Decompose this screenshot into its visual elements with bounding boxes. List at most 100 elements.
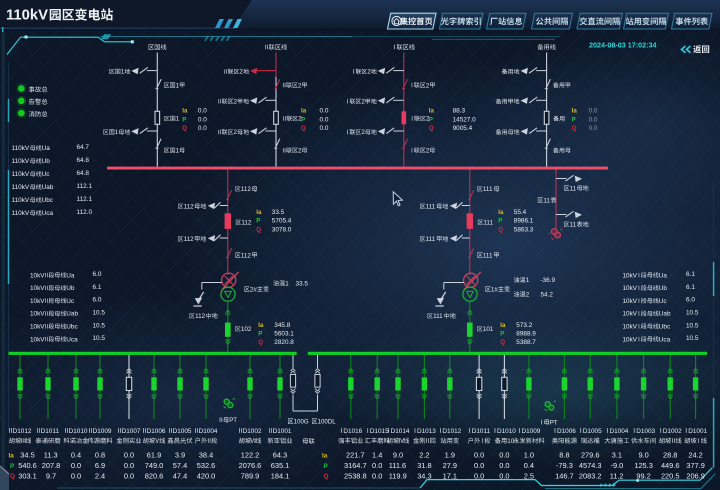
svg-text:38.4: 38.4 bbox=[199, 451, 213, 460]
svg-text:184.1: 184.1 bbox=[271, 471, 290, 480]
svg-text:D1010: D1010 bbox=[497, 428, 516, 435]
svg-text:112: 112 bbox=[184, 204, 195, 211]
svg-text:Ia: Ia bbox=[322, 452, 328, 459]
svg-text:125.3: 125.3 bbox=[634, 461, 653, 470]
svg-text:10.5: 10.5 bbox=[686, 310, 699, 317]
svg-text:6.0: 6.0 bbox=[93, 271, 102, 278]
svg-text:5863.3: 5863.3 bbox=[514, 226, 534, 233]
svg-text:122.2: 122.2 bbox=[241, 451, 259, 460]
svg-text:1: 1 bbox=[176, 82, 180, 89]
svg-text:P: P bbox=[301, 116, 305, 123]
svg-text:10.5: 10.5 bbox=[93, 322, 106, 329]
svg-text:D1013: D1013 bbox=[417, 428, 436, 435]
svg-text:0.8: 0.8 bbox=[95, 451, 105, 460]
svg-text:1.0: 1.0 bbox=[524, 451, 534, 460]
svg-text:2: 2 bbox=[298, 82, 302, 89]
svg-text:Uca: Uca bbox=[42, 210, 54, 217]
svg-text:D1014: D1014 bbox=[391, 428, 410, 435]
svg-text:532.6: 532.6 bbox=[197, 461, 216, 470]
svg-text:Ia: Ia bbox=[429, 107, 435, 114]
svg-text:2024-08-03 17:02:34: 2024-08-03 17:02:34 bbox=[589, 40, 657, 49]
svg-text:303.1: 303.1 bbox=[18, 471, 36, 480]
svg-text:D1011: D1011 bbox=[472, 428, 491, 435]
svg-text:0.4: 0.4 bbox=[71, 451, 81, 460]
svg-text:0.0: 0.0 bbox=[124, 451, 134, 460]
svg-text:Q: Q bbox=[572, 125, 577, 132]
svg-text:Ubc: Ubc bbox=[66, 324, 78, 331]
svg-text:2: 2 bbox=[426, 148, 430, 155]
svg-text:1: 1 bbox=[285, 280, 289, 287]
svg-text:P: P bbox=[498, 218, 502, 225]
svg-text:1: 1 bbox=[115, 129, 119, 136]
svg-text:D1002: D1002 bbox=[243, 428, 262, 435]
svg-text:10kV: 10kV bbox=[30, 272, 45, 279]
svg-text:P: P bbox=[256, 218, 260, 225]
svg-text:Ub: Ub bbox=[66, 285, 75, 292]
svg-text:2: 2 bbox=[234, 129, 238, 136]
svg-text:10.5: 10.5 bbox=[686, 322, 699, 329]
svg-text:0.0: 0.0 bbox=[589, 107, 598, 114]
svg-text:111: 111 bbox=[483, 252, 493, 259]
svg-text:24.2: 24.2 bbox=[688, 451, 702, 460]
svg-text:9005.4: 9005.4 bbox=[453, 125, 473, 132]
svg-text:64.8: 64.8 bbox=[77, 157, 90, 164]
svg-text:111.6: 111.6 bbox=[389, 461, 406, 470]
svg-text:0.0: 0.0 bbox=[474, 461, 484, 470]
svg-text:9.7: 9.7 bbox=[46, 471, 56, 480]
svg-text:0.0: 0.0 bbox=[372, 461, 382, 470]
svg-text:Ub: Ub bbox=[659, 285, 668, 292]
svg-text:64.8: 64.8 bbox=[77, 170, 90, 177]
svg-text:6.1: 6.1 bbox=[93, 284, 102, 291]
svg-text:P: P bbox=[258, 331, 262, 338]
svg-text:10kV: 10kV bbox=[623, 311, 638, 318]
svg-text:P: P bbox=[500, 331, 504, 338]
svg-text:Ia: Ia bbox=[258, 322, 264, 329]
svg-text:112: 112 bbox=[241, 252, 252, 259]
svg-text:1.4: 1.4 bbox=[372, 451, 382, 460]
svg-text:0.4: 0.4 bbox=[524, 461, 534, 470]
svg-text:Ua: Ua bbox=[659, 272, 668, 279]
svg-text:2076.6: 2076.6 bbox=[239, 461, 262, 470]
svg-text:D1011: D1011 bbox=[41, 428, 60, 435]
svg-text:6.0: 6.0 bbox=[686, 297, 695, 304]
svg-text:0.0: 0.0 bbox=[589, 116, 598, 123]
svg-text:17.1: 17.1 bbox=[443, 471, 457, 480]
svg-text:P: P bbox=[429, 116, 433, 123]
svg-text:D1010: D1010 bbox=[69, 428, 88, 435]
svg-text:3.9: 3.9 bbox=[175, 451, 185, 460]
svg-text:D1012: D1012 bbox=[442, 428, 461, 435]
svg-text:4574.3: 4574.3 bbox=[579, 461, 602, 470]
svg-text:8.8: 8.8 bbox=[559, 451, 569, 460]
svg-text:10.5: 10.5 bbox=[93, 335, 106, 342]
svg-text:P: P bbox=[324, 463, 329, 470]
svg-text:0.0: 0.0 bbox=[320, 116, 329, 123]
svg-text:2: 2 bbox=[298, 116, 302, 123]
svg-text:Q: Q bbox=[10, 473, 15, 480]
svg-text:Ubc: Ubc bbox=[42, 197, 54, 204]
svg-text:0.0: 0.0 bbox=[320, 125, 329, 132]
svg-text:10: 10 bbox=[507, 438, 514, 445]
svg-text:111: 111 bbox=[483, 186, 493, 193]
svg-text:206.9: 206.9 bbox=[686, 471, 705, 480]
svg-text:6.1: 6.1 bbox=[686, 271, 695, 278]
svg-text:D1002: D1002 bbox=[663, 428, 682, 435]
svg-text:10kV: 10kV bbox=[623, 324, 638, 331]
svg-text:0.0: 0.0 bbox=[499, 471, 509, 480]
svg-text:Ia: Ia bbox=[182, 107, 188, 114]
svg-text:P: P bbox=[572, 116, 576, 123]
svg-text:100G: 100G bbox=[294, 419, 309, 426]
svg-text:8988.9: 8988.9 bbox=[516, 331, 536, 338]
svg-text:112.0: 112.0 bbox=[77, 209, 93, 216]
svg-text:112: 112 bbox=[241, 186, 252, 193]
svg-text:10kV: 10kV bbox=[623, 298, 638, 305]
svg-text:789.9: 789.9 bbox=[241, 471, 259, 480]
svg-text:Q: Q bbox=[256, 226, 261, 233]
svg-text:27.9: 27.9 bbox=[443, 461, 457, 470]
svg-text:5603.1: 5603.1 bbox=[274, 331, 294, 338]
svg-text:Uc: Uc bbox=[42, 171, 51, 178]
svg-text:110kV: 110kV bbox=[12, 171, 30, 178]
svg-text:207.8: 207.8 bbox=[42, 461, 61, 470]
svg-text:6.0: 6.0 bbox=[93, 297, 102, 304]
svg-text:P: P bbox=[182, 116, 186, 123]
svg-text:Q: Q bbox=[182, 125, 187, 132]
